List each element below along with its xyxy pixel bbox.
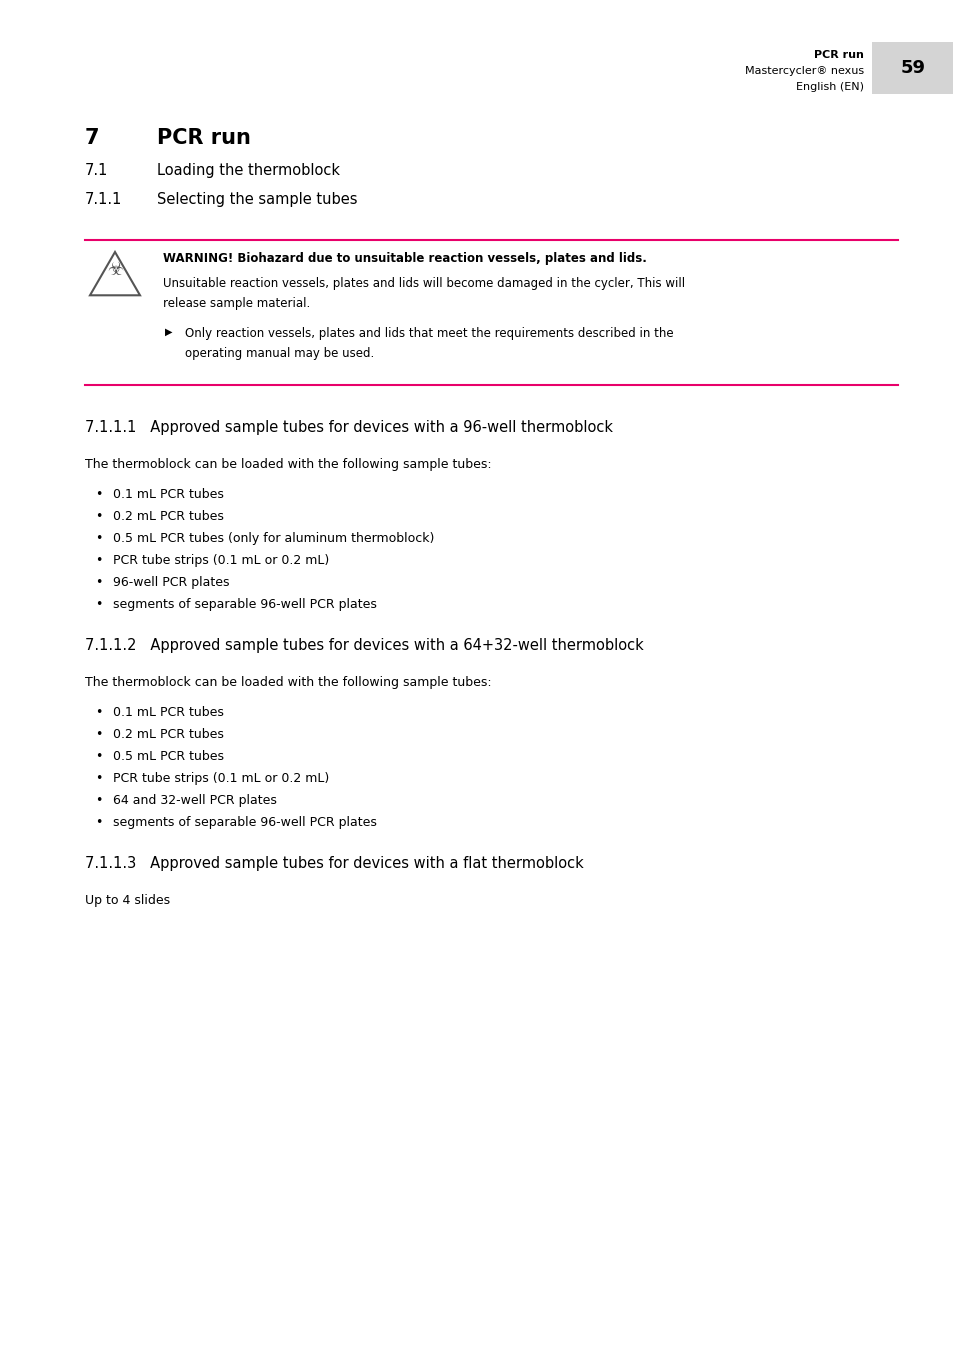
Text: English (EN): English (EN) bbox=[795, 82, 863, 92]
Text: PCR run: PCR run bbox=[813, 50, 863, 59]
Text: The thermoblock can be loaded with the following sample tubes:: The thermoblock can be loaded with the f… bbox=[85, 676, 491, 688]
Text: 59: 59 bbox=[900, 59, 924, 77]
Text: segments of separable 96-well PCR plates: segments of separable 96-well PCR plates bbox=[112, 815, 376, 829]
Text: ▶: ▶ bbox=[165, 327, 172, 338]
Text: •: • bbox=[95, 815, 102, 829]
Bar bbox=[871, 42, 953, 95]
Text: •: • bbox=[95, 772, 102, 784]
Text: PCR tube strips (0.1 mL or 0.2 mL): PCR tube strips (0.1 mL or 0.2 mL) bbox=[112, 554, 329, 567]
Text: 0.1 mL PCR tubes: 0.1 mL PCR tubes bbox=[112, 706, 224, 720]
Text: 7.1.1.1   Approved sample tubes for devices with a 96-well thermoblock: 7.1.1.1 Approved sample tubes for device… bbox=[85, 420, 613, 435]
Text: •: • bbox=[95, 576, 102, 589]
Text: ☣: ☣ bbox=[107, 261, 123, 279]
Text: 7.1.1: 7.1.1 bbox=[85, 192, 122, 207]
Text: 7.1.1.3   Approved sample tubes for devices with a flat thermoblock: 7.1.1.3 Approved sample tubes for device… bbox=[85, 856, 583, 871]
Text: Selecting the sample tubes: Selecting the sample tubes bbox=[157, 192, 357, 207]
Text: 96-well PCR plates: 96-well PCR plates bbox=[112, 576, 230, 589]
Text: •: • bbox=[95, 706, 102, 720]
Text: •: • bbox=[95, 554, 102, 567]
Text: 7.1.1.2   Approved sample tubes for devices with a 64+32-well thermoblock: 7.1.1.2 Approved sample tubes for device… bbox=[85, 639, 643, 653]
Text: •: • bbox=[95, 532, 102, 545]
Text: WARNING! Biohazard due to unsuitable reaction vessels, plates and lids.: WARNING! Biohazard due to unsuitable rea… bbox=[163, 252, 646, 265]
Text: •: • bbox=[95, 794, 102, 807]
Text: •: • bbox=[95, 751, 102, 763]
Text: Up to 4 slides: Up to 4 slides bbox=[85, 894, 170, 907]
Text: segments of separable 96-well PCR plates: segments of separable 96-well PCR plates bbox=[112, 598, 376, 612]
Text: 7.1: 7.1 bbox=[85, 163, 109, 178]
Text: PCR tube strips (0.1 mL or 0.2 mL): PCR tube strips (0.1 mL or 0.2 mL) bbox=[112, 772, 329, 784]
Text: •: • bbox=[95, 728, 102, 741]
Text: 0.2 mL PCR tubes: 0.2 mL PCR tubes bbox=[112, 728, 224, 741]
Text: 0.5 mL PCR tubes (only for aluminum thermoblock): 0.5 mL PCR tubes (only for aluminum ther… bbox=[112, 532, 434, 545]
Text: The thermoblock can be loaded with the following sample tubes:: The thermoblock can be loaded with the f… bbox=[85, 458, 491, 471]
Text: •: • bbox=[95, 598, 102, 612]
Text: Unsuitable reaction vessels, plates and lids will become damaged in the cycler, : Unsuitable reaction vessels, plates and … bbox=[163, 277, 684, 290]
Text: 0.1 mL PCR tubes: 0.1 mL PCR tubes bbox=[112, 487, 224, 501]
Text: Mastercycler® nexus: Mastercycler® nexus bbox=[744, 66, 863, 76]
Text: release sample material.: release sample material. bbox=[163, 297, 310, 310]
Text: 7: 7 bbox=[85, 128, 99, 148]
Text: operating manual may be used.: operating manual may be used. bbox=[185, 347, 374, 360]
Text: 0.5 mL PCR tubes: 0.5 mL PCR tubes bbox=[112, 751, 224, 763]
Text: •: • bbox=[95, 487, 102, 501]
Text: PCR run: PCR run bbox=[157, 128, 251, 148]
Text: Loading the thermoblock: Loading the thermoblock bbox=[157, 163, 339, 178]
Text: 0.2 mL PCR tubes: 0.2 mL PCR tubes bbox=[112, 510, 224, 522]
Text: Only reaction vessels, plates and lids that meet the requirements described in t: Only reaction vessels, plates and lids t… bbox=[185, 327, 673, 340]
Text: •: • bbox=[95, 510, 102, 522]
Text: 64 and 32-well PCR plates: 64 and 32-well PCR plates bbox=[112, 794, 276, 807]
